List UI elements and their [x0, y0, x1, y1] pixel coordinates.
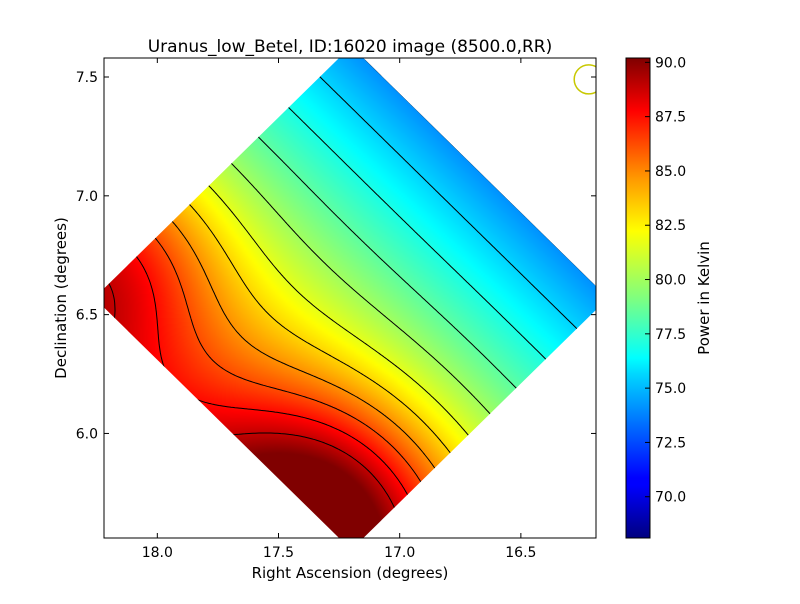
- colorbar-tick-label: 72.5: [655, 435, 686, 451]
- colorbar-label: Power in Kelvin: [695, 241, 713, 355]
- x-axis-label: Right Ascension (degrees): [252, 564, 449, 582]
- colorbar-tick-label: 85.0: [655, 164, 686, 180]
- colorbar-tick-label: 87.5: [655, 110, 686, 126]
- beam-marker: [573, 64, 596, 95]
- colorbar-tick-label: 80.0: [655, 273, 686, 289]
- x-axis-ticks: 18.0 17.5 17.0 16.5: [142, 58, 536, 561]
- y-tick-label: 7.0: [76, 189, 98, 205]
- contour-line: [490, 58, 596, 162]
- x-tick-label: 18.0: [142, 545, 173, 561]
- colorbar-tick-label: 77.5: [655, 327, 686, 343]
- colorbar-ticks: 70.0 72.5 75.0 77.5 80.0 82.5 85.0 87.5 90.0: [645, 55, 686, 506]
- y-axis-ticks: 6.0 6.5 7.0 7.5: [76, 70, 596, 442]
- y-axis-label: Declination (degrees): [52, 217, 70, 379]
- x-tick-label: 17.5: [263, 545, 294, 561]
- plot-frame: [103, 57, 597, 539]
- y-tick-label: 6.5: [76, 308, 98, 324]
- y-tick-label: 7.5: [76, 70, 98, 86]
- colorbar: [625, 57, 651, 539]
- colorbar-tick-label: 90.0: [655, 55, 686, 71]
- x-tick-label: 17.0: [384, 545, 415, 561]
- chart-title: Uranus_low_Betel, ID:16020 image (8500.0…: [148, 37, 553, 57]
- y-tick-label: 6.0: [76, 426, 98, 442]
- colorbar-tick-label: 82.5: [655, 218, 686, 234]
- colorbar-tick-label: 70.0: [655, 490, 686, 506]
- heatmap-image: [104, 58, 596, 538]
- x-tick-label: 16.5: [505, 545, 536, 561]
- colorbar-tick-label: 75.0: [655, 381, 686, 397]
